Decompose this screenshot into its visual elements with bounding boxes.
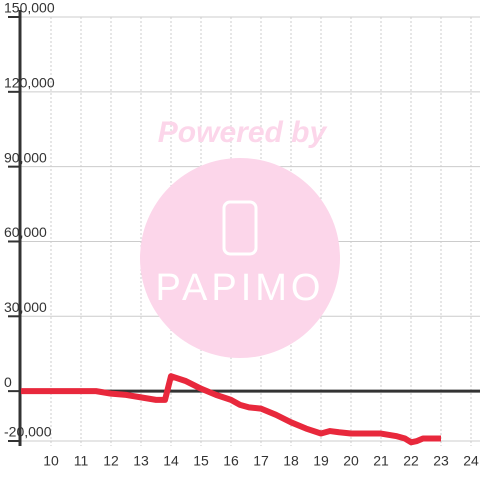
x-tick-label: 11 [74,453,89,469]
x-tick-label: 19 [313,453,329,469]
x-tick-label: 20 [343,453,359,469]
watermark-icon [222,200,258,256]
x-tick-label: 10 [43,453,59,469]
x-tick-label: 18 [283,453,299,469]
x-tick-label: 17 [253,453,269,469]
x-tick-label: 22 [403,453,419,469]
watermark-text: Powered by [158,116,328,149]
x-tick-label: 21 [373,453,389,469]
y-tick-label: 90,000 [4,149,47,165]
y-tick-label: 0 [4,374,12,390]
x-tick-label: 15 [193,453,209,469]
y-tick-label: 30,000 [4,299,47,315]
x-tick-label: 16 [223,453,239,469]
y-tick-label: -20,000 [4,424,52,440]
y-tick-label: 150,000 [4,0,55,16]
x-tick-label: 13 [133,453,149,469]
y-tick-label: 120,000 [4,75,55,91]
x-tick-label: 24 [463,453,479,469]
x-tick-label: 23 [433,453,449,469]
watermark-circle [140,158,340,358]
line-series [21,373,441,446]
x-tick-label: 12 [103,453,119,469]
y-tick-label: 60,000 [4,224,47,240]
x-tick-label: 14 [163,453,179,469]
watermark-logo: PAPIMO [156,267,325,309]
